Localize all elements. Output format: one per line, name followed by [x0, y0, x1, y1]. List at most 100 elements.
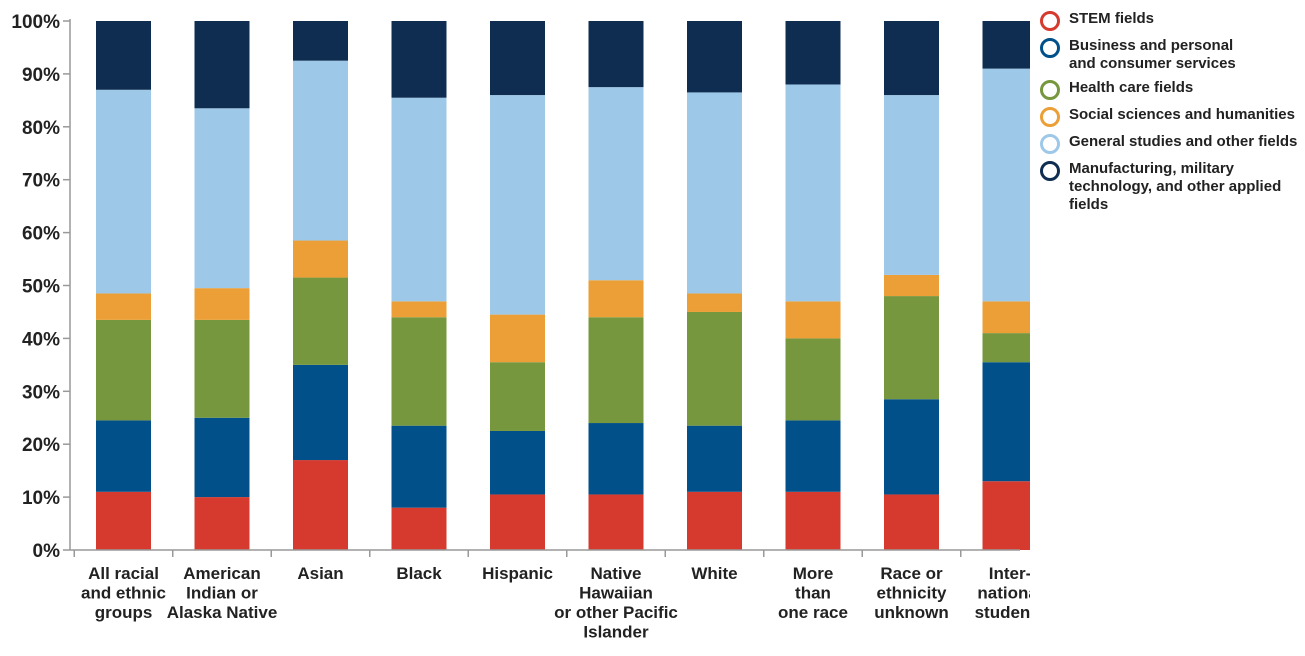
x-category-label: All racial and ethnic groups — [81, 564, 166, 622]
y-axis: 0% 10% 20% 30% 40% 50% 60% 70% 80% 90% 100% — [11, 12, 71, 562]
legend-label: STEM fields — [1069, 10, 1155, 27]
bar-segment — [687, 311, 742, 426]
bar-segment — [982, 333, 1030, 363]
legend-marker-icon — [1040, 11, 1060, 31]
legend-label: Social sciences and humanities — [1069, 106, 1295, 123]
bar-segment — [194, 319, 250, 418]
bar-segment — [588, 87, 644, 281]
bar-segment — [982, 68, 1030, 302]
bar-segment — [391, 301, 447, 318]
bar-segment — [490, 314, 545, 363]
bar-segment — [391, 507, 447, 550]
y-tick-label: 50% — [22, 277, 60, 298]
legend-marker-icon — [1040, 161, 1060, 181]
x-category-label: White — [691, 564, 737, 583]
y-tick-label: 40% — [22, 329, 60, 350]
legend-label: General studies and other fields — [1069, 133, 1298, 150]
bar-segment — [884, 95, 939, 275]
y-tick-label: 10% — [22, 488, 60, 509]
bar-segment — [194, 497, 250, 550]
bar-segment — [982, 21, 1030, 69]
x-category-label: Asian — [297, 564, 343, 583]
bar-segment — [490, 430, 545, 495]
y-tick-label: 30% — [22, 382, 60, 403]
y-tick-label: 90% — [22, 65, 60, 86]
bar-segment — [982, 481, 1030, 550]
legend-item: General studies and other fields — [1040, 133, 1302, 154]
legend-marker-icon — [1040, 134, 1060, 154]
legend-marker-icon — [1040, 38, 1060, 58]
bar-segment — [588, 317, 644, 424]
x-category-label: Race or ethnicity unknown — [874, 564, 949, 622]
bar-segment — [884, 494, 939, 550]
bar-segment — [982, 362, 1030, 482]
bar-segment — [687, 491, 742, 550]
legend-item: Manufacturing, military technology, and o… — [1040, 160, 1302, 214]
legend-marker-icon — [1040, 80, 1060, 100]
y-tick-label: 80% — [22, 118, 60, 139]
bar-segment — [293, 460, 348, 550]
bar-segment — [391, 317, 447, 426]
stacked-bar-chart: 0% 10% 20% 30% 40% 50% 60% 70% 80% 90% 100% All ra… — [11, 12, 1030, 642]
bar-segment — [96, 89, 151, 294]
bar-segment — [490, 494, 545, 550]
bar-segment — [884, 21, 939, 96]
bar-segment — [96, 21, 151, 90]
bar-segment — [293, 60, 348, 241]
bar-segment — [785, 338, 841, 421]
bar-segment — [391, 97, 447, 302]
bar-segment — [490, 21, 545, 96]
bar-segment — [785, 491, 841, 550]
bar-segment — [490, 362, 545, 431]
y-tick-label: 60% — [22, 224, 60, 245]
legend-item: STEM fields — [1040, 10, 1302, 31]
y-tick-label: 20% — [22, 435, 60, 456]
x-category-label: American Indian or Alaska Native — [167, 564, 278, 622]
bar-segment — [884, 274, 939, 297]
bar-segment — [194, 417, 250, 498]
bar-segment — [785, 301, 841, 339]
bar-segment — [96, 491, 151, 550]
bar-segment — [96, 319, 151, 421]
legend-label: Manufacturing, military technology, and o… — [1069, 160, 1282, 213]
bar-segment — [785, 21, 841, 85]
bar-segment — [96, 293, 151, 320]
x-category-label: Hispanic — [482, 564, 553, 583]
bar-segment — [687, 21, 742, 93]
legend-label: Health care fields — [1069, 79, 1194, 96]
legend-label: Business and personal and consumer servic… — [1069, 37, 1236, 72]
bar-segment — [884, 399, 939, 495]
legend: STEM fields Business and personal and cons… — [1040, 10, 1302, 220]
bar-segment — [785, 420, 841, 492]
bar-segment — [96, 420, 151, 492]
bar-segment — [194, 21, 250, 109]
bar-segment — [982, 301, 1030, 334]
legend-item: Social sciences and humanities — [1040, 106, 1302, 127]
x-category-label: More than one race — [778, 564, 848, 622]
bar-segment — [884, 296, 939, 400]
x-category-label: Native Hawaiian or other Pacific Islander — [554, 564, 678, 642]
bar-segment — [588, 423, 644, 495]
y-tick-label: 100% — [11, 12, 60, 33]
bar-segment — [293, 240, 348, 278]
bar-segment — [588, 280, 644, 318]
bar-segment — [194, 288, 250, 320]
legend-item: Business and personal and consumer servic… — [1040, 37, 1302, 73]
bar-segment — [588, 21, 644, 88]
bar-segment — [391, 21, 447, 98]
bar-segment — [391, 425, 447, 508]
bar-segment — [785, 84, 841, 302]
bar-segment — [687, 92, 742, 294]
legend-marker-icon — [1040, 107, 1060, 127]
x-category-label: Inter-nationalstudents — [975, 564, 1030, 622]
legend-item: Health care fields — [1040, 79, 1302, 100]
bar-segment — [687, 293, 742, 312]
bar-segment — [194, 108, 250, 289]
bars-group — [96, 21, 1030, 550]
bar-segment — [687, 425, 742, 492]
y-tick-label: 70% — [22, 171, 60, 192]
x-category-label: Black — [396, 564, 442, 583]
bar-segment — [293, 277, 348, 365]
bar-segment — [588, 494, 644, 550]
